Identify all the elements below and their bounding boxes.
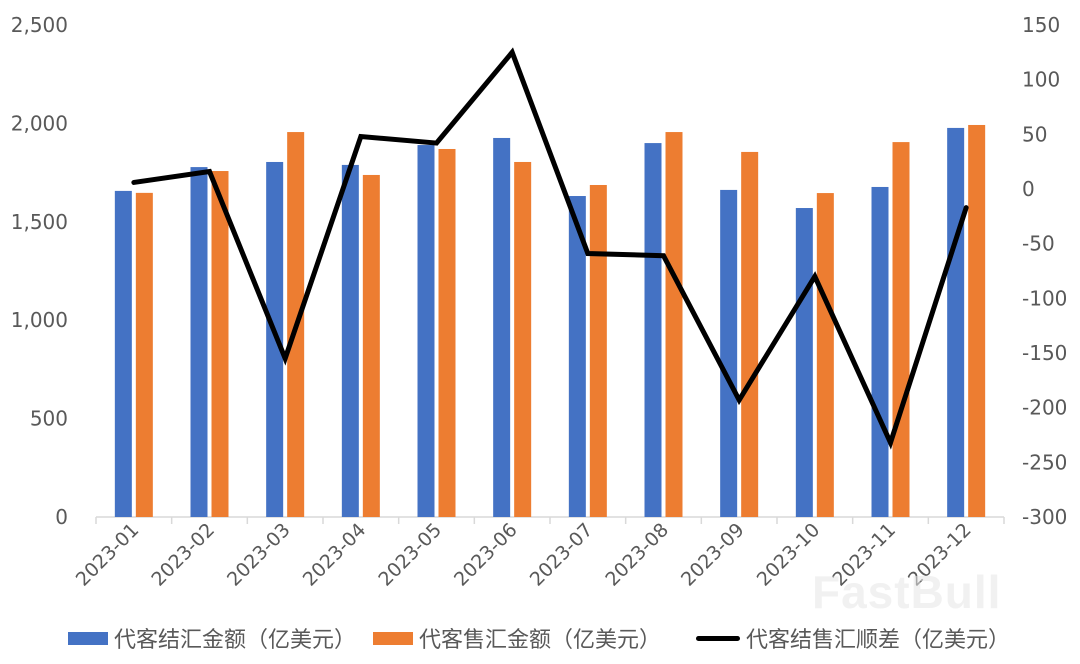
bar-sale[interactable]	[514, 161, 532, 518]
bar-sale[interactable]	[438, 148, 456, 517]
legend-item-surplus[interactable]: 代客结售汇顺差（亿美元）	[696, 620, 1010, 656]
bar-sale[interactable]	[665, 132, 683, 517]
left-axis-tick-label: 500	[30, 407, 68, 431]
x-axis-category-label: 2023-04	[299, 519, 371, 591]
legend: 代客结汇金额（亿美元） 代客售汇金额（亿美元） 代客结售汇顺差（亿美元）	[0, 620, 1080, 656]
bar-settlement[interactable]	[493, 137, 511, 517]
x-axis-category-label: 2023-02	[147, 519, 219, 591]
bar-settlement[interactable]	[190, 167, 208, 517]
right-axis-tick-label: -200	[1022, 396, 1067, 420]
left-axis-tick-label: 2,000	[11, 111, 68, 135]
x-axis-category-label: 2023-09	[677, 519, 749, 591]
right-axis-tick-label: -50	[1022, 232, 1055, 256]
right-axis-tick-label: -250	[1022, 450, 1067, 474]
legend-swatch-orange	[373, 631, 413, 645]
right-axis-tick-label: 100	[1022, 68, 1060, 92]
bar-sale[interactable]	[211, 171, 229, 517]
bar-settlement[interactable]	[871, 186, 889, 517]
legend-line-black	[696, 635, 740, 641]
bar-sale[interactable]	[135, 192, 153, 517]
x-axis-category-label: 2023-03	[223, 519, 295, 591]
left-axis-tick-label: 0	[55, 505, 68, 529]
bar-settlement[interactable]	[568, 196, 586, 517]
bar-settlement[interactable]	[114, 190, 132, 517]
right-axis-tick-label: -150	[1022, 341, 1067, 365]
legend-label: 代客结售汇顺差（亿美元）	[746, 628, 1011, 653]
bar-settlement[interactable]	[417, 145, 435, 517]
bar-sale[interactable]	[589, 184, 607, 517]
right-axis-tick-label: -300	[1022, 505, 1067, 529]
bar-settlement[interactable]	[720, 189, 738, 517]
bar-sale[interactable]	[741, 151, 759, 517]
legend-label: 代客结汇金额（亿美元）	[114, 628, 357, 653]
right-axis-tick-label: 0	[1022, 177, 1035, 201]
legend-item-sale[interactable]: 代客售汇金额（亿美元）	[373, 620, 661, 656]
x-axis-category-label: 2023-07	[526, 519, 598, 591]
bar-settlement[interactable]	[947, 127, 965, 518]
left-y-axis: 0 500 1,000 1,500 2,000 2,500	[11, 13, 68, 529]
bar-settlement[interactable]	[644, 143, 662, 517]
line-surplus[interactable]	[131, 47, 969, 450]
legend-label: 代客售汇金额（亿美元）	[419, 628, 662, 653]
bar-sale[interactable]	[816, 193, 834, 517]
right-axis-tick-label: 50	[1022, 122, 1047, 146]
right-axis-tick-label: 150	[1022, 13, 1060, 37]
legend-swatch-blue	[68, 631, 108, 645]
right-y-axis: -300 -250 -200 -150 -100 -50 0 50 100 150	[1022, 13, 1067, 529]
bar-sale[interactable]	[362, 174, 380, 517]
bar-series	[114, 124, 986, 518]
left-axis-tick-label: 1,000	[11, 308, 68, 332]
line-series	[131, 47, 969, 450]
watermark: FastBull	[812, 566, 1002, 618]
left-axis-tick-label: 1,500	[11, 210, 68, 234]
x-axis-category-label: 2023-08	[601, 519, 673, 591]
bar-settlement[interactable]	[341, 164, 359, 517]
x-axis-category-label: 2023-05	[374, 519, 446, 591]
bar-sale[interactable]	[892, 142, 910, 517]
bar-settlement[interactable]	[795, 208, 813, 518]
legend-item-settlement[interactable]: 代客结汇金额（亿美元）	[68, 620, 356, 656]
bar-settlement[interactable]	[266, 161, 284, 518]
x-axis-category-label: 2023-06	[450, 519, 522, 591]
right-axis-tick-label: -100	[1022, 286, 1067, 310]
left-axis-tick-label: 2,500	[11, 13, 68, 37]
x-axis-category-label: 2023-01	[72, 519, 144, 591]
bar-sale[interactable]	[968, 124, 986, 518]
